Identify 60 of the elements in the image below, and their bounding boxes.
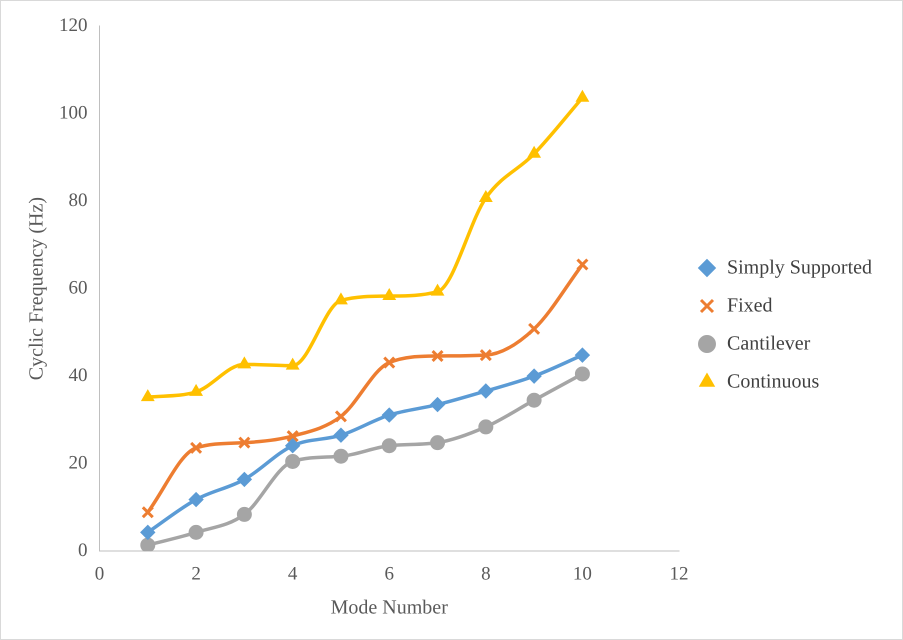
point xyxy=(188,492,204,508)
point xyxy=(236,472,252,487)
point xyxy=(334,410,348,423)
point xyxy=(141,506,154,519)
point xyxy=(576,90,589,102)
point xyxy=(190,441,203,454)
point xyxy=(285,454,300,469)
y-tick-label: 100 xyxy=(59,102,88,124)
point xyxy=(478,384,494,399)
x-tick-label: 8 xyxy=(481,564,491,585)
y-tick-label: 20 xyxy=(68,452,88,474)
x-tick-label: 6 xyxy=(384,564,394,585)
legend-label: Fixed xyxy=(726,294,773,316)
x-tick-label: 0 xyxy=(94,564,104,585)
point xyxy=(430,397,446,412)
point xyxy=(478,419,494,434)
point xyxy=(286,430,300,443)
legend-label: Cantilever xyxy=(726,332,811,354)
point xyxy=(238,356,251,368)
legend-label: Continuous xyxy=(726,370,820,392)
x-tick-label: 4 xyxy=(288,564,298,585)
point xyxy=(526,368,542,384)
point xyxy=(140,524,156,540)
y-tick-label: 0 xyxy=(78,540,88,562)
point xyxy=(430,284,444,296)
point xyxy=(285,438,300,454)
point xyxy=(574,348,590,363)
point xyxy=(576,258,589,271)
x-tick-label: 2 xyxy=(191,564,201,585)
point xyxy=(188,524,204,540)
point xyxy=(382,288,396,300)
point xyxy=(140,538,156,552)
point xyxy=(430,435,446,450)
point xyxy=(574,366,590,382)
point xyxy=(526,392,542,408)
point xyxy=(382,408,397,423)
point xyxy=(382,356,396,370)
point xyxy=(334,292,348,304)
point xyxy=(141,390,154,402)
point xyxy=(479,348,492,362)
point xyxy=(333,428,348,443)
legend-label: Simply Supported xyxy=(726,256,872,278)
point xyxy=(479,190,492,202)
point xyxy=(528,146,541,158)
point xyxy=(528,322,541,336)
point xyxy=(236,506,252,522)
point xyxy=(382,438,397,454)
point xyxy=(286,358,300,370)
y-tick-label: 40 xyxy=(68,365,88,386)
x-tick-label: 12 xyxy=(669,564,688,585)
point xyxy=(238,436,251,450)
x-tick-label: 10 xyxy=(572,564,592,585)
y-tick-label: 120 xyxy=(59,14,88,36)
y-tick-label: 60 xyxy=(68,278,88,299)
point xyxy=(333,448,348,464)
point xyxy=(190,384,203,396)
y-axis-title: Cyclic Frequency (Hz) xyxy=(25,196,48,380)
point xyxy=(431,350,444,362)
y-tick-label: 80 xyxy=(68,190,88,212)
x-axis-title: Mode Number xyxy=(330,596,448,618)
